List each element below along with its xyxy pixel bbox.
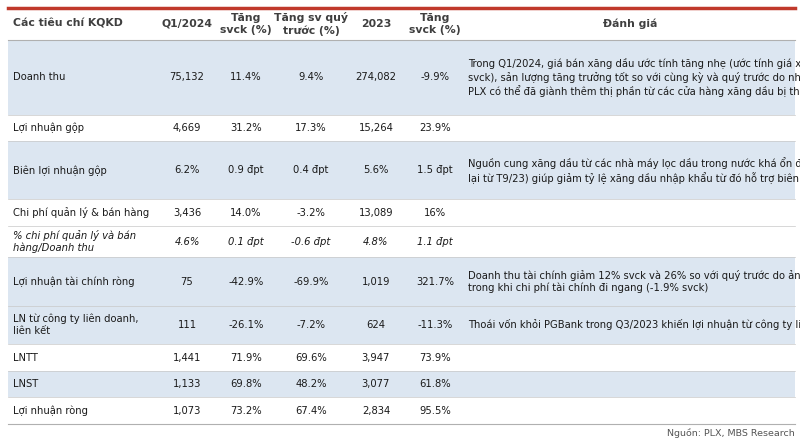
Text: Tăng
svck (%): Tăng svck (%) bbox=[409, 13, 461, 35]
Text: 321.7%: 321.7% bbox=[416, 277, 454, 286]
Text: Q1/2024: Q1/2024 bbox=[162, 19, 213, 29]
Text: 3,077: 3,077 bbox=[362, 379, 390, 389]
Text: 75,132: 75,132 bbox=[170, 72, 205, 83]
Bar bbox=[8, 199, 795, 226]
Text: -11.3%: -11.3% bbox=[418, 320, 453, 330]
Text: 17.3%: 17.3% bbox=[295, 123, 327, 133]
Text: 0.9 đpt: 0.9 đpt bbox=[228, 165, 264, 175]
Text: 1,073: 1,073 bbox=[173, 406, 202, 416]
Bar bbox=[8, 115, 795, 141]
Text: 15,264: 15,264 bbox=[358, 123, 394, 133]
Text: Đánh giá: Đánh giá bbox=[602, 19, 657, 29]
Text: LNTT: LNTT bbox=[13, 353, 38, 363]
Text: 624: 624 bbox=[366, 320, 386, 330]
Text: 9.4%: 9.4% bbox=[298, 72, 324, 83]
Text: 14.0%: 14.0% bbox=[230, 208, 262, 218]
Text: LNST: LNST bbox=[13, 379, 38, 389]
Text: 16%: 16% bbox=[424, 208, 446, 218]
Text: Doanh thu: Doanh thu bbox=[13, 72, 66, 83]
Text: 13,089: 13,089 bbox=[358, 208, 394, 218]
Text: 1,019: 1,019 bbox=[362, 277, 390, 286]
Text: 3,436: 3,436 bbox=[173, 208, 201, 218]
Bar bbox=[8, 141, 795, 199]
Text: -3.2%: -3.2% bbox=[297, 208, 326, 218]
Text: 61.8%: 61.8% bbox=[419, 379, 450, 389]
Text: Tăng sv quý
trước (%): Tăng sv quý trước (%) bbox=[274, 12, 348, 36]
Text: -42.9%: -42.9% bbox=[229, 277, 264, 286]
Text: Lợi nhuận ròng: Lợi nhuận ròng bbox=[13, 405, 88, 416]
Text: 4.8%: 4.8% bbox=[363, 237, 389, 247]
Text: Tăng
svck (%): Tăng svck (%) bbox=[220, 13, 272, 35]
Text: Trong Q1/2024, giá bán xăng dầu ước tính tăng nhẹ (ước tính giá xăng RON95 tăng : Trong Q1/2024, giá bán xăng dầu ước tính… bbox=[469, 58, 800, 97]
Bar bbox=[8, 40, 795, 115]
Text: 4.6%: 4.6% bbox=[174, 237, 200, 247]
Text: Lợi nhuận gộp: Lợi nhuận gộp bbox=[13, 123, 84, 133]
Bar bbox=[8, 344, 795, 371]
Bar bbox=[8, 397, 795, 424]
Text: Nguồn: PLX, MBS Research: Nguồn: PLX, MBS Research bbox=[667, 428, 795, 438]
Text: -9.9%: -9.9% bbox=[421, 72, 450, 83]
Text: 95.5%: 95.5% bbox=[419, 406, 451, 416]
Text: -7.2%: -7.2% bbox=[297, 320, 326, 330]
Text: 23.9%: 23.9% bbox=[419, 123, 450, 133]
Text: 0.1 đpt: 0.1 đpt bbox=[228, 237, 264, 247]
Text: Lợi nhuận tài chính ròng: Lợi nhuận tài chính ròng bbox=[13, 276, 134, 287]
Text: Chi phí quản lý & bán hàng: Chi phí quản lý & bán hàng bbox=[13, 207, 150, 218]
Text: 48.2%: 48.2% bbox=[295, 379, 326, 389]
Text: 11.4%: 11.4% bbox=[230, 72, 262, 83]
Text: 73.2%: 73.2% bbox=[230, 406, 262, 416]
Text: 71.9%: 71.9% bbox=[230, 353, 262, 363]
Text: Các tiêu chí KQKD: Các tiêu chí KQKD bbox=[13, 19, 123, 29]
Text: 1,441: 1,441 bbox=[173, 353, 202, 363]
Text: Nguồn cung xăng dầu từ các nhà máy lọc dầu trong nước khá ổn định (Nghi Sơn hoạt: Nguồn cung xăng dầu từ các nhà máy lọc d… bbox=[469, 157, 800, 184]
Text: 1.5 đpt: 1.5 đpt bbox=[417, 165, 453, 175]
Text: 73.9%: 73.9% bbox=[419, 353, 450, 363]
Text: 69.8%: 69.8% bbox=[230, 379, 262, 389]
Text: 31.2%: 31.2% bbox=[230, 123, 262, 133]
Text: 1,133: 1,133 bbox=[173, 379, 202, 389]
Text: 2023: 2023 bbox=[361, 19, 391, 29]
Text: Doanh thu tài chính giảm 12% svck và 26% so với quý trước do ảnh hưởng của lãi s: Doanh thu tài chính giảm 12% svck và 26%… bbox=[469, 270, 800, 293]
Text: 2,834: 2,834 bbox=[362, 406, 390, 416]
Text: % chi phí quản lý và bán
hàng/Doanh thu: % chi phí quản lý và bán hàng/Doanh thu bbox=[13, 230, 136, 253]
Text: 67.4%: 67.4% bbox=[295, 406, 327, 416]
Bar bbox=[8, 8, 795, 40]
Bar bbox=[8, 371, 795, 397]
Text: -69.9%: -69.9% bbox=[294, 277, 329, 286]
Bar bbox=[8, 226, 795, 257]
Text: Biên lợi nhuận gộp: Biên lợi nhuận gộp bbox=[13, 165, 106, 176]
Text: 274,082: 274,082 bbox=[355, 72, 397, 83]
Text: 3,947: 3,947 bbox=[362, 353, 390, 363]
Text: 69.6%: 69.6% bbox=[295, 353, 327, 363]
Text: 6.2%: 6.2% bbox=[174, 165, 200, 175]
Text: 4,669: 4,669 bbox=[173, 123, 202, 133]
Text: 1.1 đpt: 1.1 đpt bbox=[417, 237, 453, 247]
Text: LN từ công ty liên doanh,
liên kết: LN từ công ty liên doanh, liên kết bbox=[13, 314, 138, 336]
Text: -0.6 đpt: -0.6 đpt bbox=[291, 237, 330, 247]
Text: 75: 75 bbox=[181, 277, 194, 286]
Text: 5.6%: 5.6% bbox=[363, 165, 389, 175]
Text: 0.4 đpt: 0.4 đpt bbox=[294, 165, 329, 175]
Text: -26.1%: -26.1% bbox=[228, 320, 264, 330]
Bar bbox=[8, 306, 795, 344]
Bar bbox=[8, 257, 795, 306]
Text: Thoái vốn khỏi PGBank trong Q3/2023 khiến lợi nhuận từ công ty liên doanh, liên : Thoái vốn khỏi PGBank trong Q3/2023 khiế… bbox=[469, 319, 800, 330]
Text: 111: 111 bbox=[178, 320, 197, 330]
